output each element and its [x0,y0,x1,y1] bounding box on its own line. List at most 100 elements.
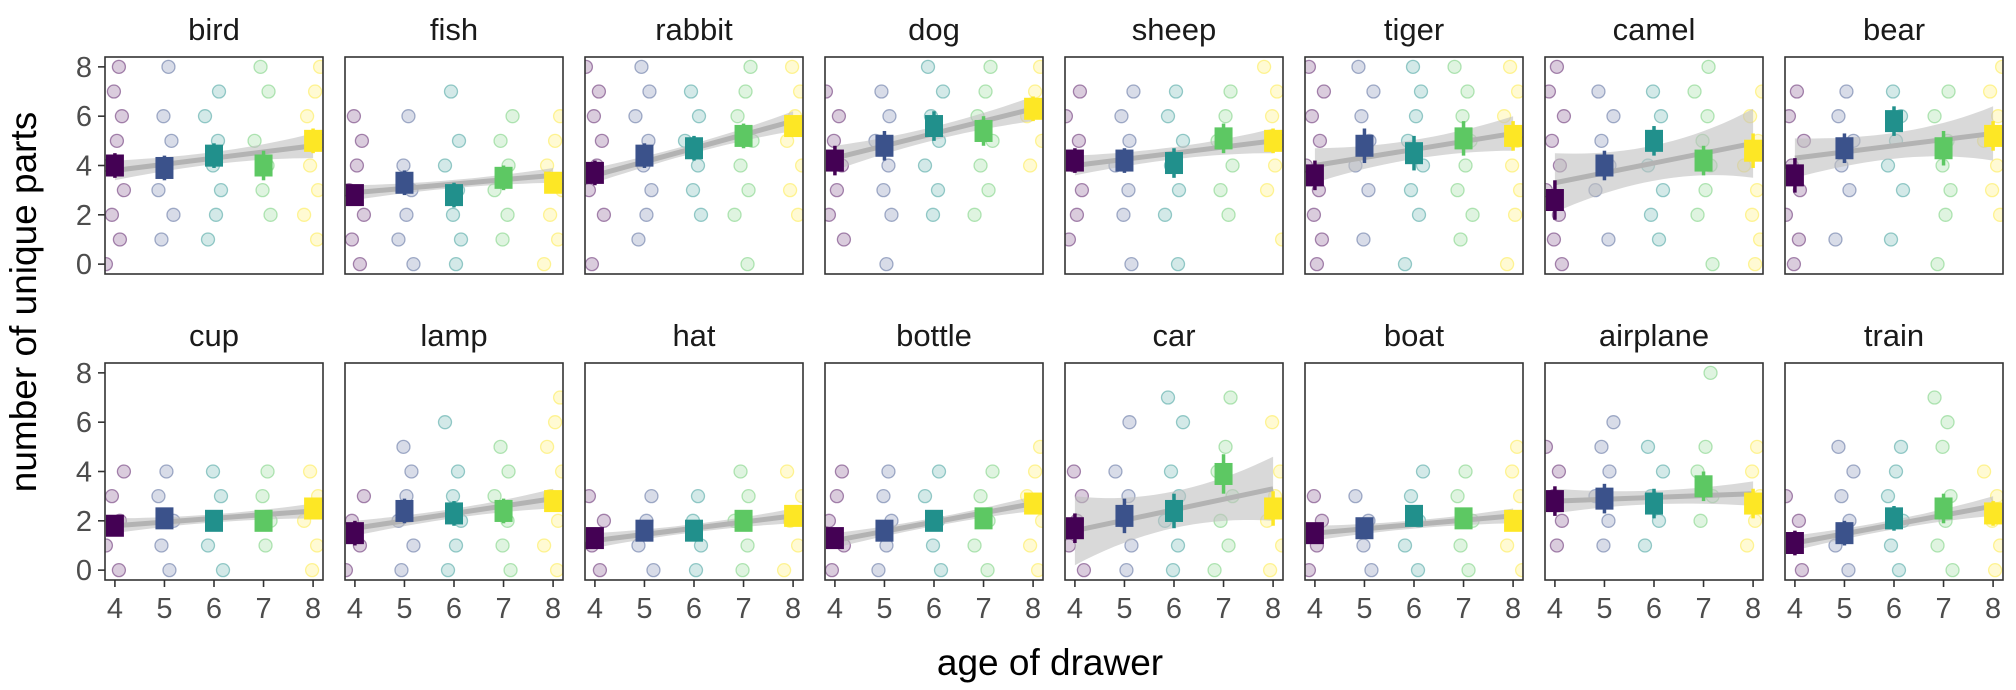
mean-marker [925,115,943,138]
mean-marker [1454,507,1473,530]
data-point [156,109,171,124]
data-point [440,562,456,578]
panel-tiger: tiger [1304,12,1524,275]
data-point [779,464,795,479]
data-point [151,183,166,198]
panel-title-boat: boat [1384,318,1445,353]
data-point [503,562,518,578]
data-point [437,158,453,173]
data-point [1461,562,1476,578]
x-tick-label: 6 [686,593,702,625]
data-point [1895,183,1911,198]
data-point [495,538,510,553]
mean-marker [254,154,273,177]
data-point [396,439,411,454]
x-tick-label: 7 [495,593,511,625]
panel-hat: hat 4 5 6 7 8 [584,318,804,625]
data-point [1453,538,1468,553]
data-point [345,232,360,247]
data-point [391,232,406,247]
data-point [981,183,996,198]
data-point [1739,538,1755,553]
data-point [1992,538,2003,553]
data-point [1450,489,1465,504]
mean-marker [825,149,844,172]
data-point [1752,232,1763,247]
data-point [1066,464,1082,479]
data-point [983,59,998,75]
data-point [554,464,563,479]
data-point [1927,390,1942,405]
data-point [208,207,224,222]
mean-marker [1264,497,1283,520]
mean-marker [1694,149,1713,172]
data-point [493,439,508,454]
data-point [730,109,745,124]
data-point [733,464,748,479]
data-point [164,133,179,148]
data-point [691,109,707,124]
data-point [1687,84,1702,99]
data-point [591,84,607,99]
data-point [1601,232,1616,247]
data-point [881,464,896,479]
mean-marker [1504,509,1523,532]
data-point [1994,59,2003,75]
data-point [1705,256,1720,272]
data-point [1114,109,1129,124]
mean-marker [1984,502,2003,525]
data-point [451,133,467,148]
data-point [1554,256,1570,272]
x-tick-label: 4 [347,593,363,625]
data-point [1316,84,1332,99]
data-point [105,489,120,504]
mean-marker [304,129,323,152]
data-point [211,84,227,99]
trend-line [1554,140,1754,186]
mean-marker [585,527,604,550]
data-point [1413,84,1429,99]
mean-marker [1835,522,1854,545]
data-point [406,256,421,272]
data-point [1165,562,1181,578]
data-point [1703,365,1718,381]
x-tick-label: 7 [1935,593,1951,625]
data-point [1785,489,1794,504]
data-point [1157,207,1173,222]
data-point [1256,59,1272,75]
mean-marker [1115,149,1134,172]
data-point [1885,84,1901,99]
data-point [1992,207,2003,222]
x-tick-label: 4 [1547,593,1563,625]
data-point [1935,439,1950,454]
data-point [307,84,323,99]
data-point [1791,232,1807,247]
data-point [1034,133,1043,148]
panel-title-bottle: bottle [896,318,972,353]
data-point [596,207,612,222]
panel-title-rabbit: rabbit [655,12,733,47]
data-point [1930,256,1945,272]
data-point [1223,84,1238,99]
panel-cup: cup 0 2 4 6 8 4 5 6 7 8 [76,318,324,625]
data-point [925,207,941,222]
data-point [1545,439,1554,454]
data-point [549,562,563,578]
data-point [1351,59,1366,75]
data-point [213,183,229,198]
mean-marker [205,144,223,167]
data-point [586,109,602,124]
data-point [1747,513,1763,528]
data-point [1071,133,1087,148]
data-point [1989,158,2003,173]
data-point [1065,232,1077,247]
data-point [1312,133,1328,148]
data-point [1655,464,1671,479]
mean-marker [1305,522,1324,545]
mean-marker [1934,497,1953,520]
x-tick-label: 4 [587,593,603,625]
data-point [585,59,594,75]
data-point [215,562,231,578]
data-point [1354,109,1369,124]
data-point [1546,232,1562,247]
